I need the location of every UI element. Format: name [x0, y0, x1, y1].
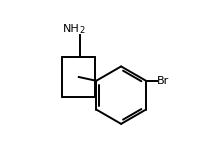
Text: Br: Br [157, 76, 170, 86]
Text: 2: 2 [79, 26, 85, 35]
Text: NH: NH [63, 24, 80, 34]
